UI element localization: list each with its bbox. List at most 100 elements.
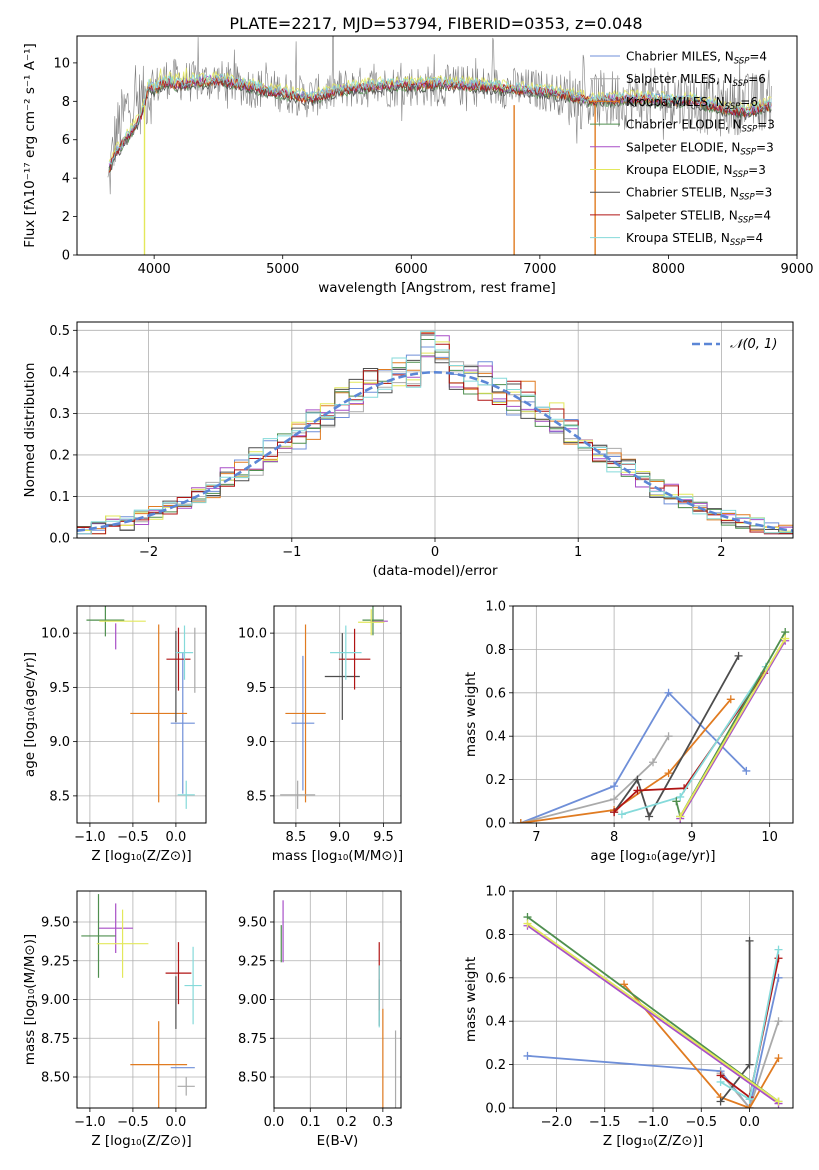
- x-tick-label: −1.0: [74, 1115, 106, 1130]
- y-tick-label: 0.3: [49, 407, 70, 422]
- y-tick-label: 0.8: [485, 928, 506, 943]
- y-tick-label: 8.50: [238, 1071, 267, 1086]
- data-point: [96, 909, 149, 978]
- x-tick-label: 0: [431, 545, 439, 560]
- data-point: [166, 627, 191, 691]
- y-tick-label: 8.75: [41, 1032, 70, 1047]
- data-point: [184, 946, 202, 1025]
- y-tick-label: 0.2: [485, 773, 506, 788]
- data-point: [177, 780, 195, 809]
- axes-frame: [76, 605, 207, 824]
- x-tick-label: 2: [717, 545, 725, 560]
- data-point: [358, 609, 385, 636]
- x-tick-label: −2.0: [541, 1115, 573, 1130]
- series-line-2: [623, 983, 780, 1108]
- series-point: [745, 1060, 754, 1069]
- series-line-6: [675, 631, 786, 819]
- legend-entry: Salpeter ELODIE, NSSP=3: [626, 140, 774, 157]
- y-tick-label: 8.50: [41, 1071, 70, 1086]
- y-axis-label: age [log₁₀(age/yr)]: [22, 652, 38, 777]
- legend-entry: Salpeter MILES, NSSP=6: [626, 72, 766, 89]
- series-point: [664, 688, 673, 697]
- y-tick-label: 0.6: [485, 686, 506, 701]
- x-axis-label: mass [log₁₀(M/M⊙)]: [272, 848, 403, 864]
- y-tick-label: 0.4: [485, 730, 506, 745]
- x-tick-label: 0.3: [373, 1115, 394, 1130]
- y-tick-label: 4: [62, 172, 70, 187]
- data-point: [177, 1077, 195, 1096]
- y-tick-label: 9.25: [41, 954, 70, 969]
- x-tick-label: −1.5: [589, 1115, 621, 1130]
- y-tick-label: 9.0: [49, 735, 70, 750]
- model-spectrum-7: [108, 76, 772, 173]
- series-point: [610, 782, 619, 791]
- legend-entry: Kroupa ELODIE, NSSP=3: [626, 163, 766, 180]
- series-point: [716, 1097, 725, 1106]
- y-tick-label: 10: [53, 56, 70, 71]
- y-tick-label: 0: [62, 249, 70, 264]
- age-vs-Z-panel: −1.0 −0.5 0.0 8.5 9.0 9.5 10.0 Z [log₁₀(Z/Z⊙)] a…: [22, 605, 207, 864]
- data-point: [130, 624, 188, 803]
- x-tick-label: 9.5: [373, 830, 394, 845]
- series-line-8: [526, 922, 780, 1103]
- legend-entry: Kroupa STELIB, NSSP=4: [626, 231, 763, 248]
- series-point: [774, 1017, 783, 1026]
- x-tick-label: 0.2: [336, 1115, 357, 1130]
- series-line-4: [613, 672, 765, 813]
- series-point: [645, 812, 654, 821]
- y-axis-label: Flux [fλ10⁻¹⁷ erg cm⁻² s⁻¹ A⁻¹]: [22, 43, 38, 248]
- x-axis-label: Z [log₁₀(Z/Z⊙)]: [91, 848, 191, 864]
- data-point: [362, 606, 384, 636]
- normal-curve: [77, 370, 793, 532]
- x-tick-label: 0.0: [166, 1115, 187, 1130]
- error-bars: [81, 894, 202, 1108]
- x-tick-label: 6000: [395, 262, 428, 277]
- series-line-8: [679, 638, 786, 817]
- series-line-1: [520, 735, 670, 823]
- x-tick-label: 0.1: [300, 1115, 321, 1130]
- y-tick-label: 9.00: [238, 993, 267, 1008]
- series-line-2: [520, 698, 732, 823]
- y-tick-label: 9.50: [238, 916, 267, 931]
- x-tick-label: −0.5: [117, 1115, 149, 1130]
- y-axis-label: Normed distribution: [22, 363, 38, 498]
- y-tick-label: 6: [62, 133, 70, 148]
- data-point: [330, 625, 362, 680]
- series-point: [672, 797, 681, 806]
- data-point: [98, 903, 133, 953]
- x-tick-label: −0.5: [117, 830, 149, 845]
- x-tick-label: −2: [139, 545, 158, 560]
- y-tick-label: 8.5: [49, 789, 70, 804]
- data-point: [338, 628, 371, 690]
- data-point: [285, 624, 326, 803]
- y-axis-label: mass weight: [463, 672, 479, 757]
- y-tick-label: 9.00: [41, 993, 70, 1008]
- legend-entry: Chabrier MILES, NSSP=4: [626, 50, 767, 67]
- axes-frame: [512, 605, 794, 824]
- y-tick-label: 0.4: [485, 1015, 506, 1030]
- model-spectrum-8: [108, 73, 772, 165]
- x-tick-label: 5000: [266, 262, 299, 277]
- series-point: [774, 1097, 783, 1106]
- axes-frame: [76, 890, 207, 1109]
- x-tick-label: 9000: [780, 262, 813, 277]
- series-point: [610, 808, 619, 817]
- y-tick-label: 9.25: [238, 954, 267, 969]
- y-axis-label: mass weight: [463, 957, 479, 1042]
- x-axis-label: wavelength [Angstrom, rest frame]: [318, 280, 556, 296]
- x-axis-label: Z [log₁₀(Z/Z⊙)]: [91, 1133, 191, 1149]
- axes-frame: [273, 890, 402, 1109]
- series-point: [726, 695, 735, 704]
- series-point: [633, 786, 642, 795]
- series-line-7: [679, 640, 786, 820]
- y-tick-label: 0.6: [485, 971, 506, 986]
- series-point: [676, 792, 685, 801]
- error-bars: [280, 900, 397, 1108]
- x-tick-label: 8000: [652, 262, 685, 277]
- y-tick-label: 0.0: [485, 1102, 506, 1117]
- y-tick-label: 1.0: [485, 600, 506, 615]
- data-point: [81, 894, 116, 978]
- series-point: [774, 954, 783, 963]
- error-bars: [280, 606, 388, 809]
